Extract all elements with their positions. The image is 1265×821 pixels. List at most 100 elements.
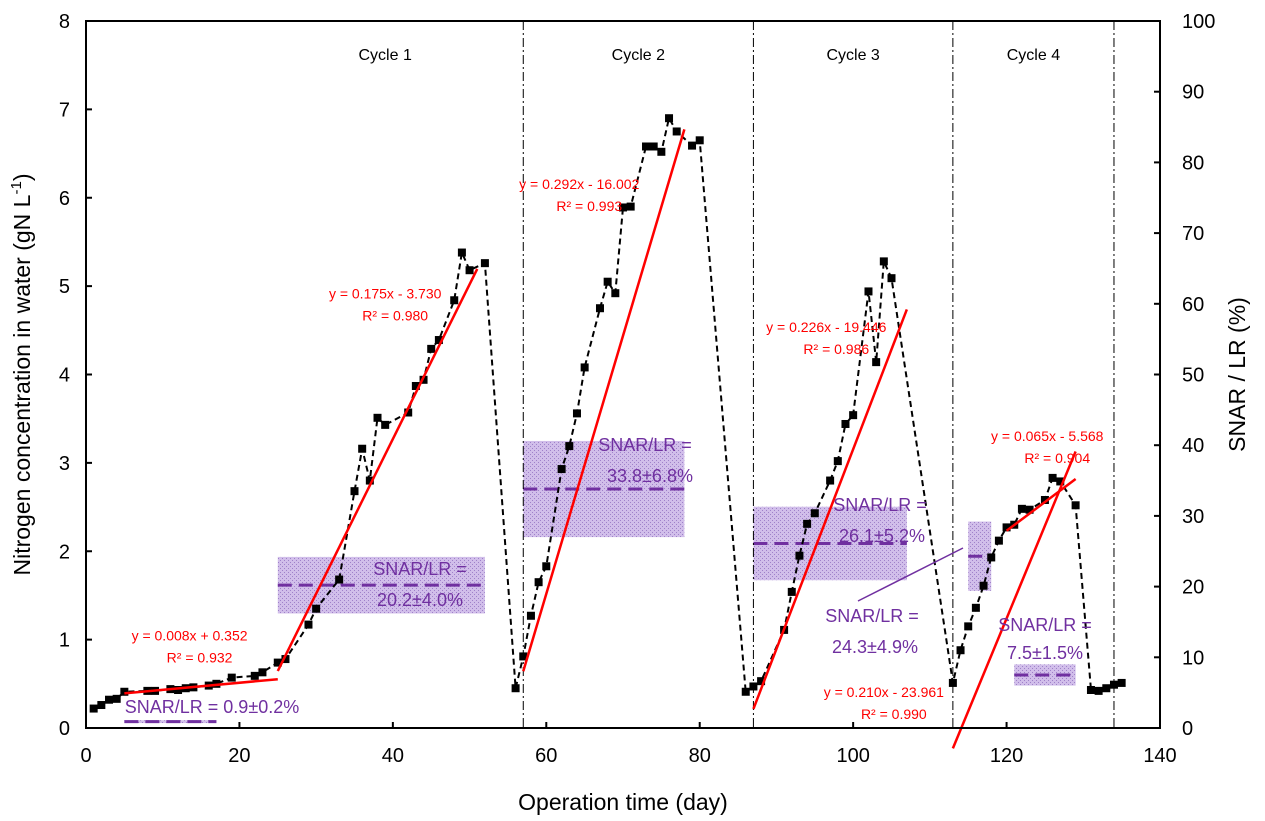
y2-tick-label-4: 40: [1182, 435, 1204, 457]
y-tick-label-2: 2: [59, 541, 70, 563]
snar-label-2: SNAR/LR =: [373, 559, 467, 579]
y2-tick-label-9: 90: [1182, 82, 1204, 104]
data-point-55: [688, 141, 697, 150]
data-point-69: [864, 287, 873, 296]
x-tick-label-3: 60: [535, 745, 557, 767]
data-point-65: [826, 476, 835, 485]
data-point-72: [887, 274, 896, 283]
y2-tick-label-5: 50: [1182, 365, 1204, 387]
y2-tick-label-1: 10: [1182, 647, 1204, 669]
data-point-53: [665, 114, 674, 123]
data-point-49: [626, 202, 635, 211]
data-point-48: [619, 203, 627, 212]
fit-r2-6: R² = 0.904: [1024, 450, 1090, 466]
y2-tick-label-10: 100: [1182, 11, 1215, 33]
snar-label-6: SNAR/LR =: [998, 615, 1092, 635]
fit-line-2: [276, 268, 479, 672]
y-tick-label-4: 4: [59, 365, 70, 387]
snar-value-2: 20.2±4.0%: [377, 590, 463, 610]
y-tick-label-1: 1: [59, 630, 70, 652]
data-point-2: [97, 701, 106, 710]
data-point-15: [250, 671, 259, 680]
data-point-85: [1048, 473, 1057, 482]
data-point-22: [350, 487, 359, 496]
data-point-70: [872, 358, 881, 367]
data-point-62: [795, 551, 804, 560]
y-tick-label-7: 7: [59, 99, 70, 121]
data-point-86: [1056, 477, 1065, 486]
data-point-82: [1017, 504, 1026, 513]
data-point-77: [979, 581, 988, 590]
data-point-34: [465, 266, 474, 275]
snar-label-5: SNAR/LR =: [825, 606, 919, 626]
data-point-43: [572, 409, 581, 418]
y-tick-label-8: 8: [59, 11, 70, 33]
data-point-76: [971, 603, 980, 612]
y-axis-title-end: ): [9, 174, 35, 182]
data-point-61: [787, 587, 796, 596]
fit-r2-3: R² = 0.993: [556, 198, 622, 214]
data-point-92: [1117, 678, 1126, 687]
data-point-89: [1094, 686, 1103, 695]
data-point-16: [258, 668, 267, 677]
y2-tick-label-3: 30: [1182, 506, 1204, 528]
data-point-30: [427, 344, 436, 353]
fit-equation-1: y = 0.008x + 0.352: [132, 628, 248, 644]
data-point-50: [642, 142, 651, 151]
data-point-44: [580, 363, 589, 372]
data-point-9: [174, 685, 183, 694]
data-point-24: [365, 476, 374, 485]
data-point-17: [273, 658, 282, 667]
cycle-label-4: Cycle 4: [1007, 47, 1060, 64]
y2-tick-label-0: 0: [1182, 718, 1193, 740]
fit-lines: [124, 128, 1077, 749]
snar-bands: [124, 440, 1076, 724]
data-point-27: [404, 408, 413, 417]
data-point-46: [603, 277, 612, 286]
data-point-45: [595, 304, 604, 313]
data-point-74: [956, 646, 965, 655]
data-point-26: [381, 420, 390, 429]
data-point-40: [542, 562, 551, 571]
data-point-88: [1086, 685, 1095, 694]
x-tick-label-6: 120: [990, 745, 1023, 767]
data-point-36: [511, 684, 520, 693]
data-point-91: [1109, 680, 1118, 689]
fit-line-6: [1005, 478, 1077, 532]
annotations: Cycle 1 Cycle 2 Cycle 3 Cycle 4 y = 0.008x +…: [125, 47, 1104, 722]
data-point-56: [695, 136, 704, 145]
x-tick-label-7: 140: [1143, 745, 1176, 767]
data-point-67: [841, 419, 850, 428]
fit-equation-5: y = 0.210x - 23.961: [824, 684, 944, 700]
snar-label-4: SNAR/LR =: [833, 495, 927, 515]
data-point-57: [741, 687, 750, 696]
snar-value-6: 7.5±1.5%: [1007, 643, 1083, 663]
data-point-63: [803, 519, 812, 528]
data-point-14: [227, 673, 236, 682]
snar-value-4: 26.1±5.2%: [839, 526, 925, 546]
callout-arrow: [857, 547, 964, 602]
snar-value-3: 33.8±6.8%: [607, 466, 693, 486]
y-axis-title: Nitrogen concentration in water (gN L-1): [8, 174, 35, 576]
cycle-label-2: Cycle 2: [612, 47, 665, 64]
data-point-68: [849, 411, 858, 420]
data-point-19: [304, 620, 313, 629]
y2-tick-label-8: 80: [1182, 152, 1204, 174]
data-point-54: [672, 127, 681, 136]
fit-r2-4: R² = 0.986: [803, 341, 869, 357]
fit-equation-2: y = 0.175x - 3.730: [329, 285, 442, 301]
data-point-73: [948, 678, 957, 687]
fit-line-5: [951, 450, 1077, 749]
data-point-18: [281, 655, 290, 664]
cycle-label-3: Cycle 3: [826, 47, 879, 64]
data-point-4: [112, 694, 121, 703]
data-point-31: [434, 336, 443, 345]
x-tick-label-2: 40: [382, 745, 404, 767]
fit-line-4: [752, 309, 909, 710]
data-point-84: [1040, 495, 1049, 504]
data-point-59: [757, 677, 766, 686]
data-point-25: [373, 413, 382, 422]
data-point-71: [879, 257, 888, 266]
data-point-37: [519, 652, 528, 661]
data-point-51: [649, 142, 658, 151]
